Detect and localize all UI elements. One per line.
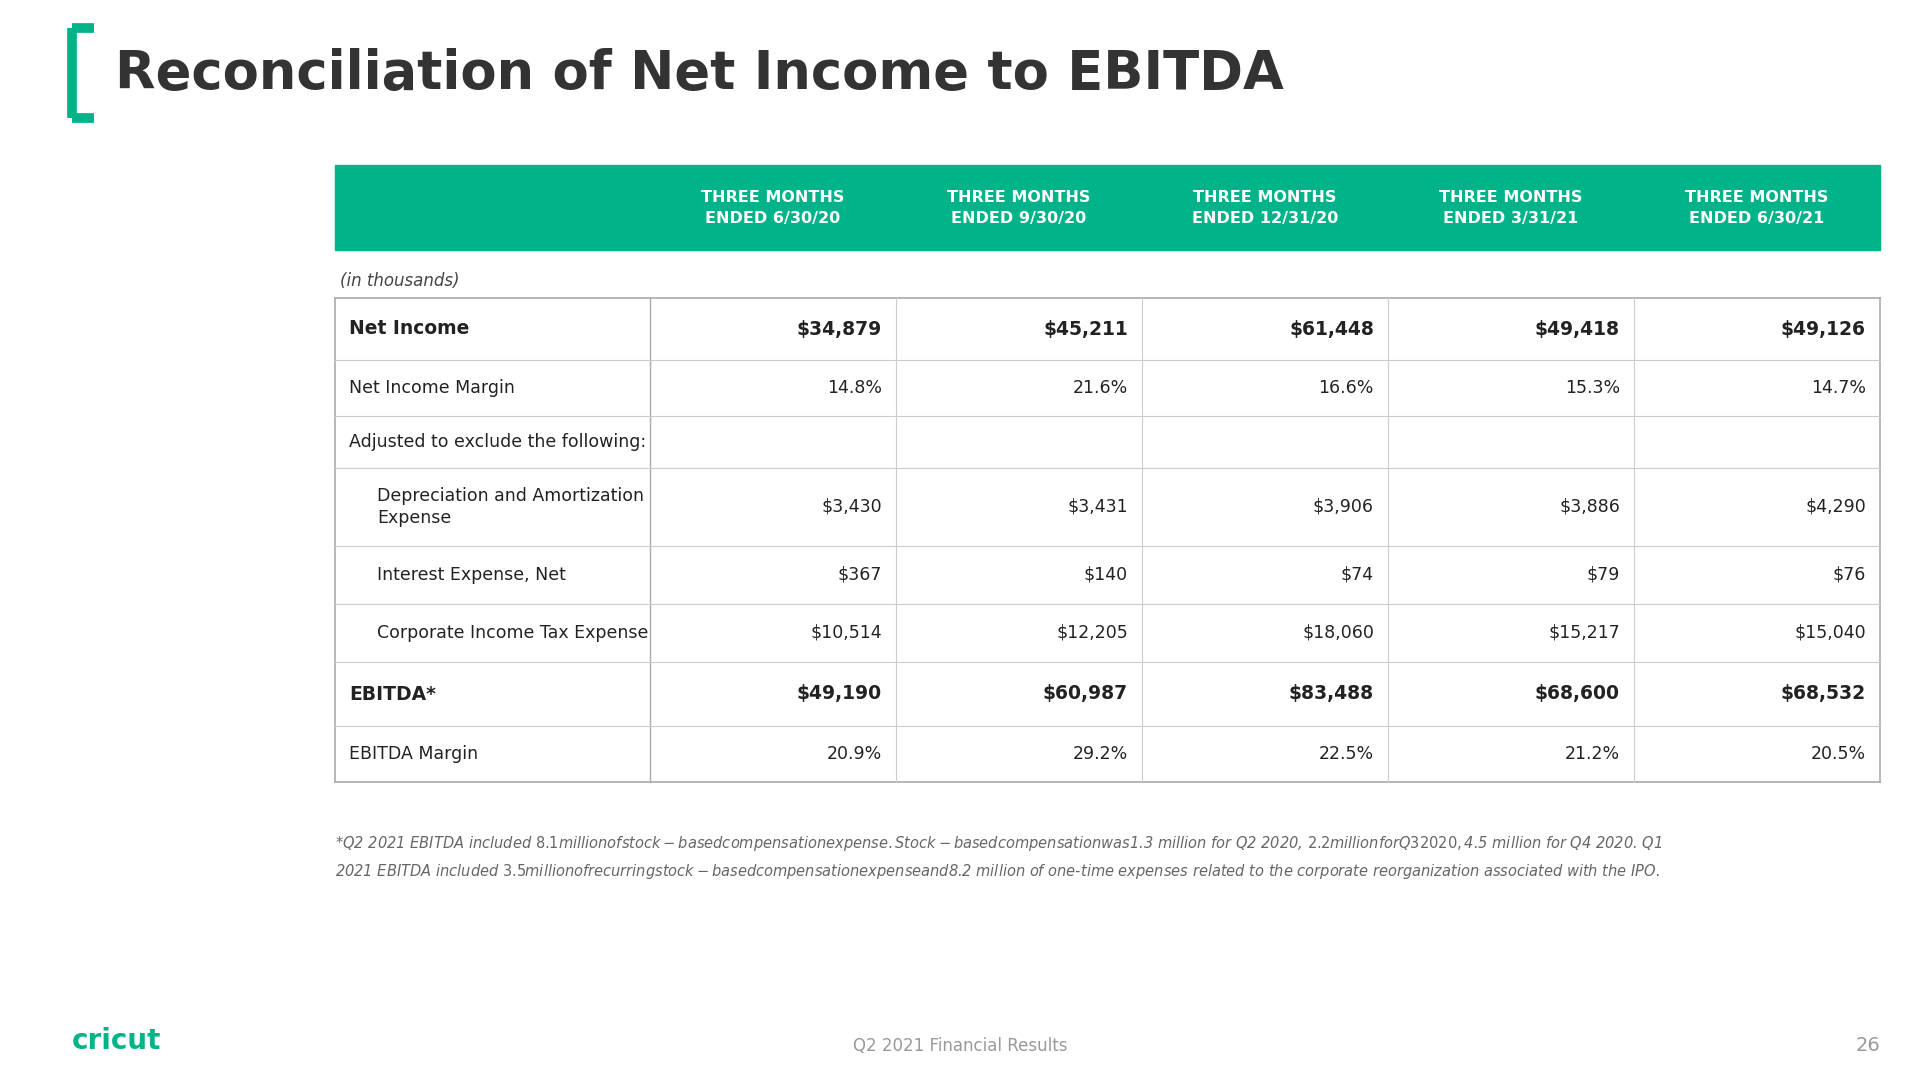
Text: 26: 26 xyxy=(1855,1036,1880,1055)
Text: $12,205: $12,205 xyxy=(1056,624,1129,642)
Text: $49,418: $49,418 xyxy=(1534,320,1620,338)
Text: EBITDA*: EBITDA* xyxy=(349,685,436,703)
Text: $140: $140 xyxy=(1085,566,1129,584)
Text: $61,448: $61,448 xyxy=(1288,320,1375,338)
Text: $74: $74 xyxy=(1340,566,1375,584)
Text: $15,040: $15,040 xyxy=(1795,624,1866,642)
Text: 14.8%: 14.8% xyxy=(828,379,881,397)
Text: $68,532: $68,532 xyxy=(1782,685,1866,703)
Text: THREE MONTHS
ENDED 12/31/20: THREE MONTHS ENDED 12/31/20 xyxy=(1192,189,1338,226)
Text: THREE MONTHS
ENDED 6/30/20: THREE MONTHS ENDED 6/30/20 xyxy=(701,189,845,226)
Text: $3,430: $3,430 xyxy=(822,498,881,516)
Text: Depreciation and Amortization
Expense: Depreciation and Amortization Expense xyxy=(376,487,643,527)
Text: Interest Expense, Net: Interest Expense, Net xyxy=(376,566,566,584)
Text: 20.5%: 20.5% xyxy=(1811,745,1866,762)
Text: 21.6%: 21.6% xyxy=(1073,379,1129,397)
Text: 14.7%: 14.7% xyxy=(1811,379,1866,397)
Bar xyxy=(334,165,1880,249)
Text: $18,060: $18,060 xyxy=(1302,624,1375,642)
Text: 15.3%: 15.3% xyxy=(1565,379,1620,397)
Text: $49,126: $49,126 xyxy=(1782,320,1866,338)
Text: $3,886: $3,886 xyxy=(1559,498,1620,516)
Text: 21.2%: 21.2% xyxy=(1565,745,1620,762)
Text: 22.5%: 22.5% xyxy=(1319,745,1375,762)
Text: $3,906: $3,906 xyxy=(1313,498,1375,516)
Text: 29.2%: 29.2% xyxy=(1073,745,1129,762)
Text: $367: $367 xyxy=(837,566,881,584)
Text: $68,600: $68,600 xyxy=(1534,685,1620,703)
Text: Adjusted to exclude the following:: Adjusted to exclude the following: xyxy=(349,433,647,451)
Text: Q2 2021 Financial Results: Q2 2021 Financial Results xyxy=(852,1037,1068,1055)
Text: $15,217: $15,217 xyxy=(1548,624,1620,642)
Text: THREE MONTHS
ENDED 6/30/21: THREE MONTHS ENDED 6/30/21 xyxy=(1686,189,1828,226)
Text: $49,190: $49,190 xyxy=(797,685,881,703)
Text: $45,211: $45,211 xyxy=(1043,320,1129,338)
Text: THREE MONTHS
ENDED 3/31/21: THREE MONTHS ENDED 3/31/21 xyxy=(1440,189,1582,226)
Text: $4,290: $4,290 xyxy=(1805,498,1866,516)
Text: $76: $76 xyxy=(1832,566,1866,584)
Text: 20.9%: 20.9% xyxy=(828,745,881,762)
Text: EBITDA Margin: EBITDA Margin xyxy=(349,745,478,762)
Text: (in thousands): (in thousands) xyxy=(340,272,459,291)
Text: $3,431: $3,431 xyxy=(1068,498,1129,516)
Text: Net Income Margin: Net Income Margin xyxy=(349,379,515,397)
Text: $79: $79 xyxy=(1586,566,1620,584)
Text: Net Income: Net Income xyxy=(349,320,468,338)
Text: 2021 EBITDA included $3.5 million of recurring stock-based compensation expense : 2021 EBITDA included $3.5 million of rec… xyxy=(334,862,1659,881)
Text: THREE MONTHS
ENDED 9/30/20: THREE MONTHS ENDED 9/30/20 xyxy=(947,189,1091,226)
Text: $10,514: $10,514 xyxy=(810,624,881,642)
Text: 16.6%: 16.6% xyxy=(1319,379,1375,397)
Text: cricut: cricut xyxy=(73,1027,161,1055)
Text: Reconciliation of Net Income to EBITDA: Reconciliation of Net Income to EBITDA xyxy=(115,48,1284,100)
Text: $60,987: $60,987 xyxy=(1043,685,1129,703)
Text: Corporate Income Tax Expense: Corporate Income Tax Expense xyxy=(376,624,649,642)
Text: $34,879: $34,879 xyxy=(797,320,881,338)
Text: $83,488: $83,488 xyxy=(1288,685,1375,703)
Text: *Q2 2021 EBITDA included $8.1 million of stock-based compensation expense. Stock: *Q2 2021 EBITDA included $8.1 million of… xyxy=(334,834,1663,853)
